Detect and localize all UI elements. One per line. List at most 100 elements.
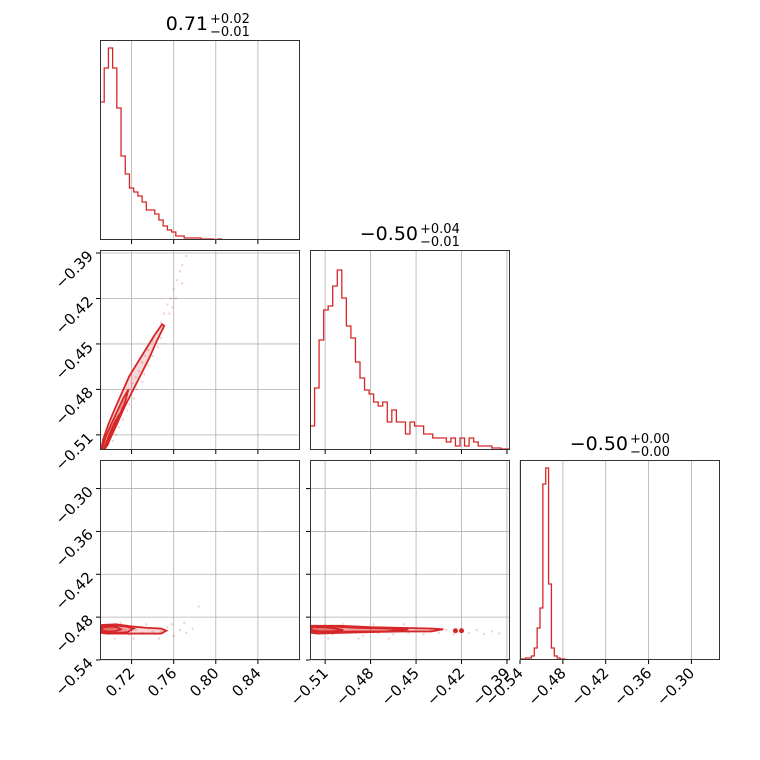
panel-frame <box>100 40 300 240</box>
scatter-point <box>147 363 150 367</box>
contour-line-outer <box>100 623 169 635</box>
scatter-point <box>180 263 184 267</box>
histogram-panel <box>519 460 720 660</box>
y-tick-label: −0.36 <box>52 526 97 571</box>
scatter-point <box>144 354 147 358</box>
x-tick-label: −0.42 <box>567 664 612 709</box>
contour-line-middle <box>310 625 409 634</box>
scatter-point <box>163 312 166 315</box>
density-panel <box>100 460 300 661</box>
x-tick-label: −0.36 <box>610 664 655 709</box>
title-lower-error: −0.00 <box>630 445 670 460</box>
scatter-point <box>140 380 144 384</box>
title-lower-error: −0.01 <box>420 235 460 250</box>
scatter-point <box>483 633 486 636</box>
x-tick-label: −0.48 <box>332 664 377 709</box>
scatter-point <box>145 623 148 626</box>
scatter-point <box>113 637 116 640</box>
panel-frame <box>100 460 300 660</box>
title-upper-error: +0.02 <box>210 12 250 27</box>
scatter-point <box>191 627 194 630</box>
y-tick-label: −0.45 <box>52 338 97 383</box>
scatter-point <box>490 630 494 633</box>
density-blob <box>459 628 465 634</box>
y-tick-label: −0.42 <box>52 293 97 338</box>
scatter-point <box>147 348 150 352</box>
contour-line-outer <box>100 322 166 450</box>
panel-frame <box>100 250 300 450</box>
x-tick-label: −0.42 <box>423 664 468 709</box>
scatter-point <box>140 360 144 364</box>
scatter-point <box>178 628 182 632</box>
scatter-point <box>392 633 395 636</box>
scatter-point <box>178 270 182 273</box>
x-tick-label: −0.48 <box>524 664 569 709</box>
scatter-point <box>170 623 173 626</box>
scatter-point <box>126 409 129 412</box>
panel-background <box>100 250 300 450</box>
x-tick-label: −0.45 <box>378 664 423 709</box>
scatter-point <box>172 634 175 637</box>
scatter-point <box>151 630 154 633</box>
histogram-title: 0.71 +0.02−0.01 <box>166 12 250 40</box>
scatter-point <box>124 628 127 632</box>
scatter-point <box>475 628 478 632</box>
scatter-point <box>445 628 448 632</box>
scatter-point <box>422 633 425 636</box>
scatter-point <box>111 439 114 443</box>
scatter-point <box>387 637 390 640</box>
scatter-point <box>467 631 471 635</box>
y-tick-label: −0.51 <box>52 429 97 474</box>
density-content <box>100 254 188 450</box>
scatter-point <box>169 297 172 300</box>
scatter-point <box>117 426 121 429</box>
histogram-step-line <box>310 269 510 450</box>
scatter-point <box>185 631 188 635</box>
scatter-point <box>157 637 161 640</box>
y-tick-label: −0.54 <box>52 654 97 699</box>
density-content <box>310 623 501 640</box>
scatter-point <box>402 623 406 626</box>
scatter-point <box>121 418 125 421</box>
y-tick-label: −0.42 <box>52 568 97 613</box>
scatter-point <box>357 637 360 640</box>
scatter-point <box>185 254 188 258</box>
density-content <box>100 605 201 640</box>
histogram-title: −0.50 +0.04−0.01 <box>360 222 460 250</box>
scatter-point <box>498 632 501 635</box>
histogram-step-line <box>100 47 223 240</box>
contour-line-middle <box>100 624 137 634</box>
contour-line-inner <box>310 626 344 633</box>
scatter-point <box>132 397 135 400</box>
scatter-point <box>134 376 137 379</box>
contour-line-inner <box>101 625 124 633</box>
y-tick-label: −0.39 <box>52 247 97 292</box>
scatter-point <box>175 279 179 282</box>
scatter-point <box>119 621 123 625</box>
panel-background <box>520 460 720 660</box>
histogram-panel <box>100 40 300 240</box>
scatter-point <box>180 282 184 285</box>
panel-background <box>100 40 300 240</box>
x-tick-label: 0.80 <box>186 664 222 700</box>
x-tick-label: −0.30 <box>653 664 698 709</box>
scatter-point <box>114 433 117 437</box>
x-tick-label: −0.51 <box>287 664 332 709</box>
title-upper-error: +0.00 <box>630 432 670 447</box>
scatter-point <box>326 637 330 640</box>
panel-frame <box>520 460 720 660</box>
title-median: −0.50 <box>360 223 418 245</box>
scatter-point <box>159 630 163 633</box>
scatter-point <box>134 628 137 632</box>
contour-line-outer <box>310 624 444 635</box>
x-tick-label: 0.84 <box>228 664 264 700</box>
scatter-point <box>452 633 456 636</box>
density-blob <box>452 628 458 634</box>
scatter-point <box>131 382 134 385</box>
scatter-point <box>372 623 375 626</box>
scatter-point <box>166 303 169 306</box>
y-tick-label: −0.30 <box>52 483 97 528</box>
scatter-point <box>166 625 169 629</box>
scatter-point <box>132 637 135 640</box>
scatter-point <box>137 370 141 373</box>
